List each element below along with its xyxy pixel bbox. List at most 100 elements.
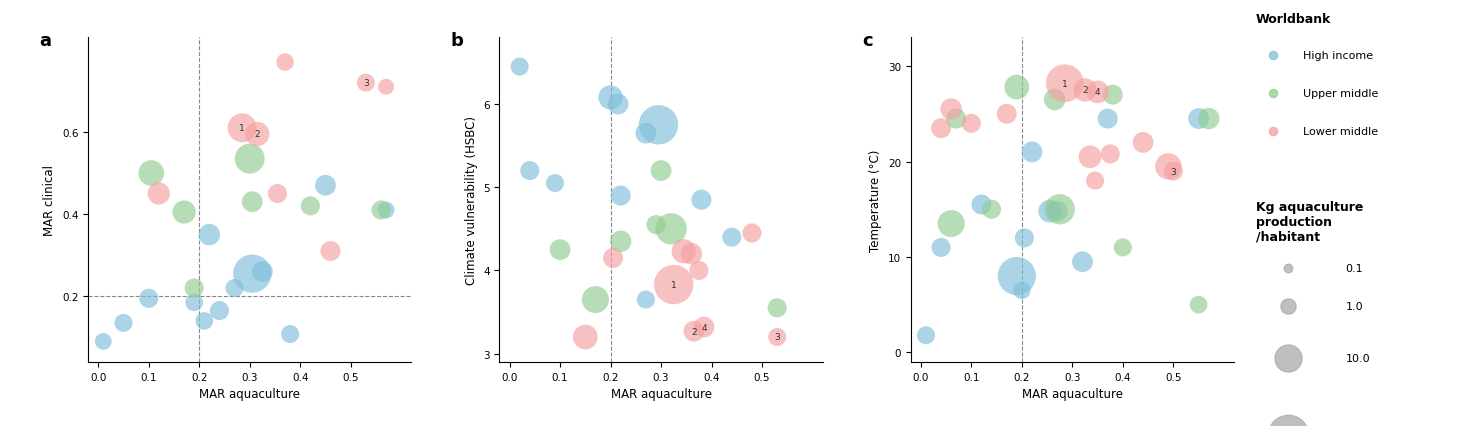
Point (273, 60, 297, 66)
Point (1043, 97, 1066, 104)
Point (646, 122, 670, 129)
Point (765, 334, 789, 341)
Point (1277, 303, 1300, 310)
Point (354, 80, 378, 87)
Point (1046, 208, 1069, 215)
Text: 3: 3 (1171, 167, 1177, 176)
Point (645, 222, 668, 228)
Point (207, 308, 231, 314)
Text: Kg aquaculture
production
/habitant: Kg aquaculture production /habitant (1256, 200, 1363, 243)
Point (1005, 84, 1028, 91)
Point (1053, 81, 1077, 87)
Point (375, 84, 398, 91)
Point (1111, 245, 1134, 251)
Point (573, 334, 596, 341)
Text: 0.1: 0.1 (1346, 263, 1363, 273)
Text: 3: 3 (774, 333, 780, 342)
Text: High income: High income (1303, 50, 1374, 60)
Text: Lower middle: Lower middle (1303, 127, 1378, 137)
Point (375, 207, 398, 214)
Point (1012, 235, 1036, 242)
Text: 3: 3 (363, 79, 369, 88)
Point (314, 182, 338, 189)
Point (765, 305, 789, 311)
Point (1277, 354, 1300, 361)
Point (508, 64, 532, 71)
Point (1096, 116, 1119, 123)
Point (1011, 287, 1034, 294)
Point (1083, 178, 1106, 184)
Text: 1: 1 (671, 280, 677, 289)
X-axis label: MAR aquaculture: MAR aquaculture (1022, 387, 1122, 400)
Point (720, 234, 743, 241)
Point (940, 221, 964, 227)
Point (690, 197, 714, 204)
Point (241, 199, 264, 206)
Point (945, 116, 968, 123)
Point (1099, 151, 1122, 158)
Point (1162, 168, 1185, 175)
Point (519, 168, 542, 175)
Point (995, 111, 1018, 118)
Text: 1: 1 (239, 124, 245, 133)
Point (147, 191, 170, 198)
Point (914, 332, 937, 339)
Point (1262, 52, 1285, 59)
Point (959, 121, 983, 127)
Point (680, 251, 704, 258)
Text: 4: 4 (701, 323, 707, 332)
Point (298, 203, 322, 210)
Point (1019, 149, 1043, 156)
Point (1039, 208, 1062, 215)
Point (137, 295, 160, 302)
Point (671, 248, 695, 255)
Point (1005, 273, 1028, 280)
Point (544, 180, 567, 187)
Text: 4: 4 (1094, 88, 1100, 97)
Point (241, 271, 264, 277)
Text: 2: 2 (690, 327, 696, 336)
Point (1131, 140, 1155, 147)
Text: 2: 2 (254, 130, 260, 139)
Point (251, 268, 275, 275)
Point (1078, 154, 1102, 161)
Point (930, 245, 953, 251)
Point (601, 255, 624, 262)
Point (1262, 129, 1285, 135)
Point (1074, 87, 1097, 94)
Point (172, 209, 195, 216)
Point (1086, 89, 1109, 96)
Point (1262, 90, 1285, 97)
Point (660, 226, 683, 233)
Point (182, 285, 206, 292)
Point (223, 285, 247, 292)
Point (663, 282, 686, 288)
Point (970, 201, 993, 208)
Text: b: b (451, 32, 464, 50)
Point (740, 230, 764, 237)
Y-axis label: Climate vulnerability (HSBC): Climate vulnerability (HSBC) (464, 116, 477, 285)
Y-axis label: MAR clinical: MAR clinical (44, 165, 56, 236)
Point (266, 191, 289, 198)
Point (91, 338, 115, 345)
Point (583, 296, 607, 303)
X-axis label: MAR aquaculture: MAR aquaculture (611, 387, 711, 400)
Point (548, 247, 571, 253)
Point (238, 156, 261, 163)
Point (635, 296, 658, 303)
Point (687, 268, 711, 274)
Point (940, 106, 964, 113)
Point (1047, 206, 1071, 213)
Point (1102, 92, 1125, 99)
Point (682, 328, 705, 335)
Text: Worldbank: Worldbank (1256, 13, 1331, 26)
Point (231, 125, 254, 132)
Point (607, 101, 630, 108)
Point (608, 238, 632, 245)
Text: a: a (40, 32, 51, 50)
Point (1277, 265, 1300, 272)
Point (608, 193, 632, 199)
Point (319, 248, 342, 255)
Point (182, 299, 206, 306)
Point (245, 131, 269, 138)
